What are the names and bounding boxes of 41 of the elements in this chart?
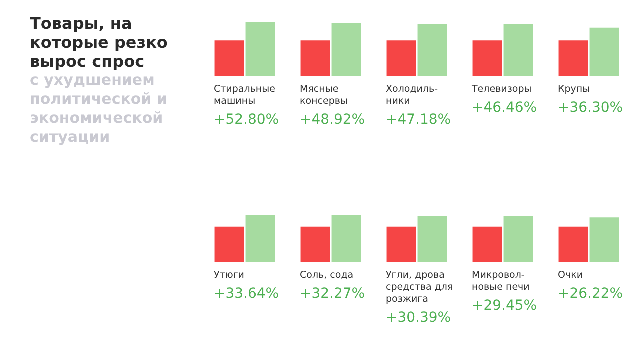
bar (418, 24, 448, 76)
bar (472, 40, 502, 76)
bar (386, 226, 416, 262)
bar (214, 40, 244, 76)
text: +48.92% (300, 111, 366, 129)
bar (332, 215, 362, 262)
x-tick-label: Холодиль- ники (386, 84, 440, 108)
text: Товары, на которые резко вырос спрос (30, 14, 169, 71)
text: +29.45% (472, 297, 538, 315)
x-tick-label: Очки (558, 270, 584, 282)
bar (214, 226, 244, 262)
bar (332, 23, 362, 76)
x-tick-label: Мясные консервы (300, 84, 349, 108)
x-tick-label: Соль, сода (300, 270, 355, 282)
bar (472, 226, 502, 262)
x-tick-label: Микровол- новые печи (472, 270, 531, 294)
x-tick-label: Стиральные машины (214, 84, 276, 108)
x-tick-label: Утюги (214, 270, 246, 282)
bar (300, 226, 330, 262)
bar (590, 218, 620, 262)
x-tick-label: Телевизоры (472, 84, 533, 96)
text: +26.22% (558, 285, 624, 303)
bar (386, 40, 416, 76)
text: +30.39% (386, 309, 452, 327)
x-tick-label: Крупы (558, 84, 592, 96)
bar (246, 215, 276, 262)
bar (590, 28, 620, 76)
bar (558, 40, 588, 76)
text: +46.46% (472, 99, 538, 117)
bar (300, 40, 330, 76)
bar (504, 216, 534, 262)
text: +52.80% (214, 111, 280, 129)
text: +33.64% (214, 285, 280, 303)
bar (504, 24, 534, 76)
bar (418, 216, 448, 262)
text: +32.27% (300, 285, 366, 303)
bar (246, 22, 276, 76)
x-tick-label: Угли, дрова средства для розжига (386, 270, 454, 306)
bar (558, 226, 588, 262)
text: +36.30% (558, 99, 624, 117)
text: +47.18% (386, 111, 452, 129)
